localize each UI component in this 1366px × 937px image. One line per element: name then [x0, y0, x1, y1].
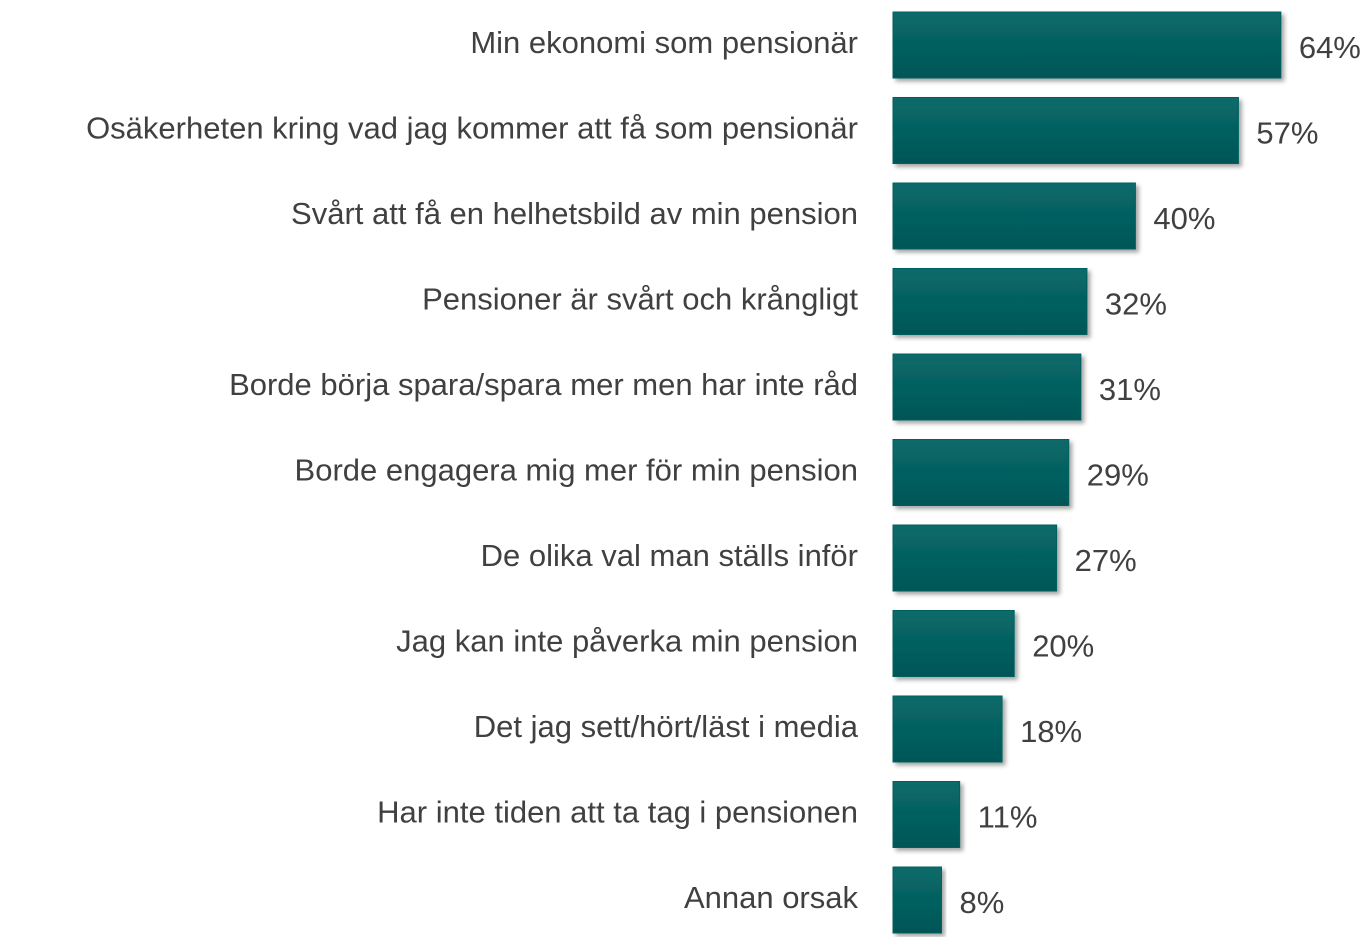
bar — [892, 695, 1003, 763]
category-label: Borde engagera mig mer för min pension — [295, 453, 858, 488]
value-label: 57% — [1256, 116, 1318, 151]
category-label: De olika val man ställs inför — [481, 538, 858, 573]
category-label: Har inte tiden att ta tag i pensionen — [377, 795, 858, 830]
value-label: 64% — [1299, 30, 1361, 65]
category-label: Pensioner är svårt och krångligt — [422, 282, 858, 317]
value-label: 18% — [1020, 714, 1082, 749]
bar — [892, 439, 1070, 506]
bar — [892, 866, 942, 934]
bar — [892, 268, 1088, 335]
bar — [892, 97, 1239, 164]
category-label: Jag kan inte påverka min pension — [396, 624, 858, 659]
value-label: 32% — [1105, 287, 1167, 322]
category-label: Borde börja spara/spara mer men har inte… — [229, 367, 858, 402]
bar — [892, 524, 1058, 592]
value-label: 27% — [1075, 543, 1137, 578]
value-label: 29% — [1087, 458, 1149, 493]
value-label: 31% — [1099, 372, 1161, 407]
bar — [892, 182, 1136, 250]
bar — [892, 781, 961, 848]
category-label: Det jag sett/hört/läst i media — [474, 709, 859, 744]
bar — [892, 353, 1082, 421]
value-label: 11% — [978, 800, 1038, 835]
category-label: Osäkerheten kring vad jag kommer att få … — [86, 111, 858, 146]
bar — [892, 11, 1282, 79]
category-label: Min ekonomi som pensionär — [470, 25, 858, 60]
category-label: Svårt att få en helhetsbild av min pensi… — [291, 196, 858, 231]
value-label: 8% — [959, 885, 1004, 920]
value-label: 40% — [1153, 201, 1215, 236]
value-label: 20% — [1032, 629, 1094, 664]
bar — [892, 610, 1015, 677]
category-label: Annan orsak — [684, 880, 859, 915]
